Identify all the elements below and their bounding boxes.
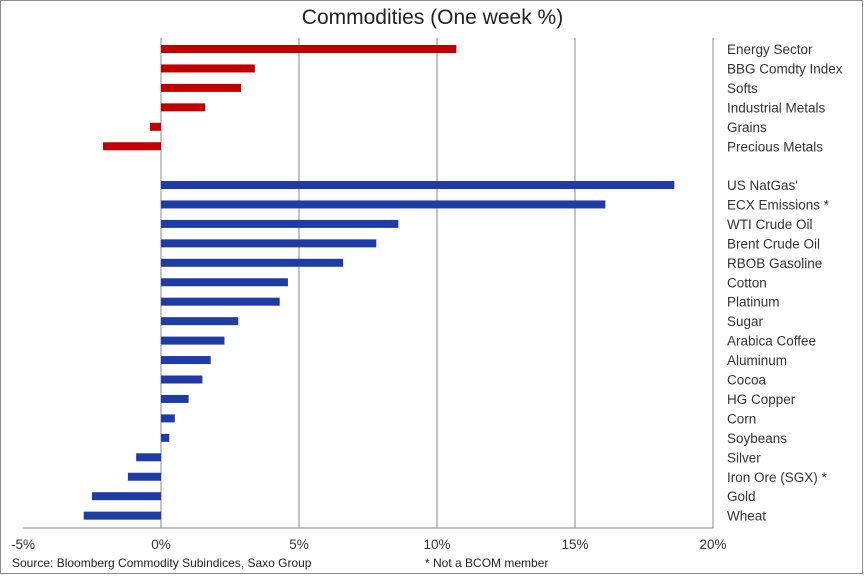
- category-label: Wheat: [727, 509, 766, 524]
- bar: [161, 64, 255, 73]
- bar: [127, 472, 161, 481]
- chart-title: Commodities (One week %): [301, 6, 564, 29]
- bar: [103, 142, 161, 151]
- footnote: * Not a BCOM member: [425, 556, 549, 570]
- bar: [161, 200, 606, 209]
- bar: [161, 336, 225, 345]
- bar: [149, 122, 161, 131]
- category-label: Iron Ore (SGX) *: [727, 470, 828, 485]
- bar: [161, 258, 344, 267]
- bar: [161, 394, 189, 403]
- x-tick-label: 20%: [699, 537, 726, 552]
- category-label: HG Copper: [727, 392, 796, 407]
- bar: [92, 492, 161, 501]
- x-tick-label: 5%: [289, 537, 309, 552]
- category-label: ECX Emissions *: [727, 197, 830, 212]
- category-label: Silver: [727, 450, 761, 465]
- category-label: Energy Sector: [727, 42, 813, 57]
- category-label: Arabica Coffee: [727, 334, 816, 349]
- x-tick-label: 15%: [561, 537, 588, 552]
- bar: [161, 83, 242, 92]
- bar: [161, 414, 175, 423]
- category-label: Sugar: [727, 314, 764, 329]
- bar: [161, 297, 280, 306]
- category-label: Precious Metals: [727, 139, 823, 154]
- bar: [161, 219, 399, 228]
- category-label: Grains: [727, 120, 767, 135]
- category-label: Cocoa: [727, 373, 767, 388]
- bar: [136, 453, 161, 462]
- bar: [161, 278, 288, 287]
- bar: [161, 181, 675, 189]
- category-label: Corn: [727, 411, 756, 426]
- category-label: Cotton: [727, 275, 767, 290]
- category-label: BBG Comdty Index: [727, 61, 843, 76]
- bar: [83, 511, 161, 520]
- x-tick-label: 10%: [423, 537, 450, 552]
- x-tick-label: -5%: [11, 537, 35, 552]
- category-label: Platinum: [727, 295, 780, 310]
- category-label: Gold: [727, 489, 756, 504]
- category-label: RBOB Gasoline: [727, 256, 822, 271]
- bar: [161, 45, 457, 53]
- bar: [161, 356, 211, 365]
- source-note: Source: Bloomberg Commodity Subindices, …: [12, 556, 312, 570]
- bar: [161, 239, 377, 248]
- x-tick-label: 0%: [151, 537, 171, 552]
- category-label: Soybeans: [727, 431, 787, 446]
- category-label: Aluminum: [727, 353, 787, 368]
- category-label: Brent Crude Oil: [727, 236, 820, 251]
- bar: [161, 103, 206, 112]
- category-label: Softs: [727, 81, 758, 96]
- category-label: WTI Crude Oil: [727, 217, 813, 232]
- category-label: Industrial Metals: [727, 100, 826, 115]
- bar: [161, 375, 203, 384]
- bar: [161, 433, 170, 442]
- category-label: US NatGas': [727, 178, 798, 193]
- bar: [161, 317, 239, 326]
